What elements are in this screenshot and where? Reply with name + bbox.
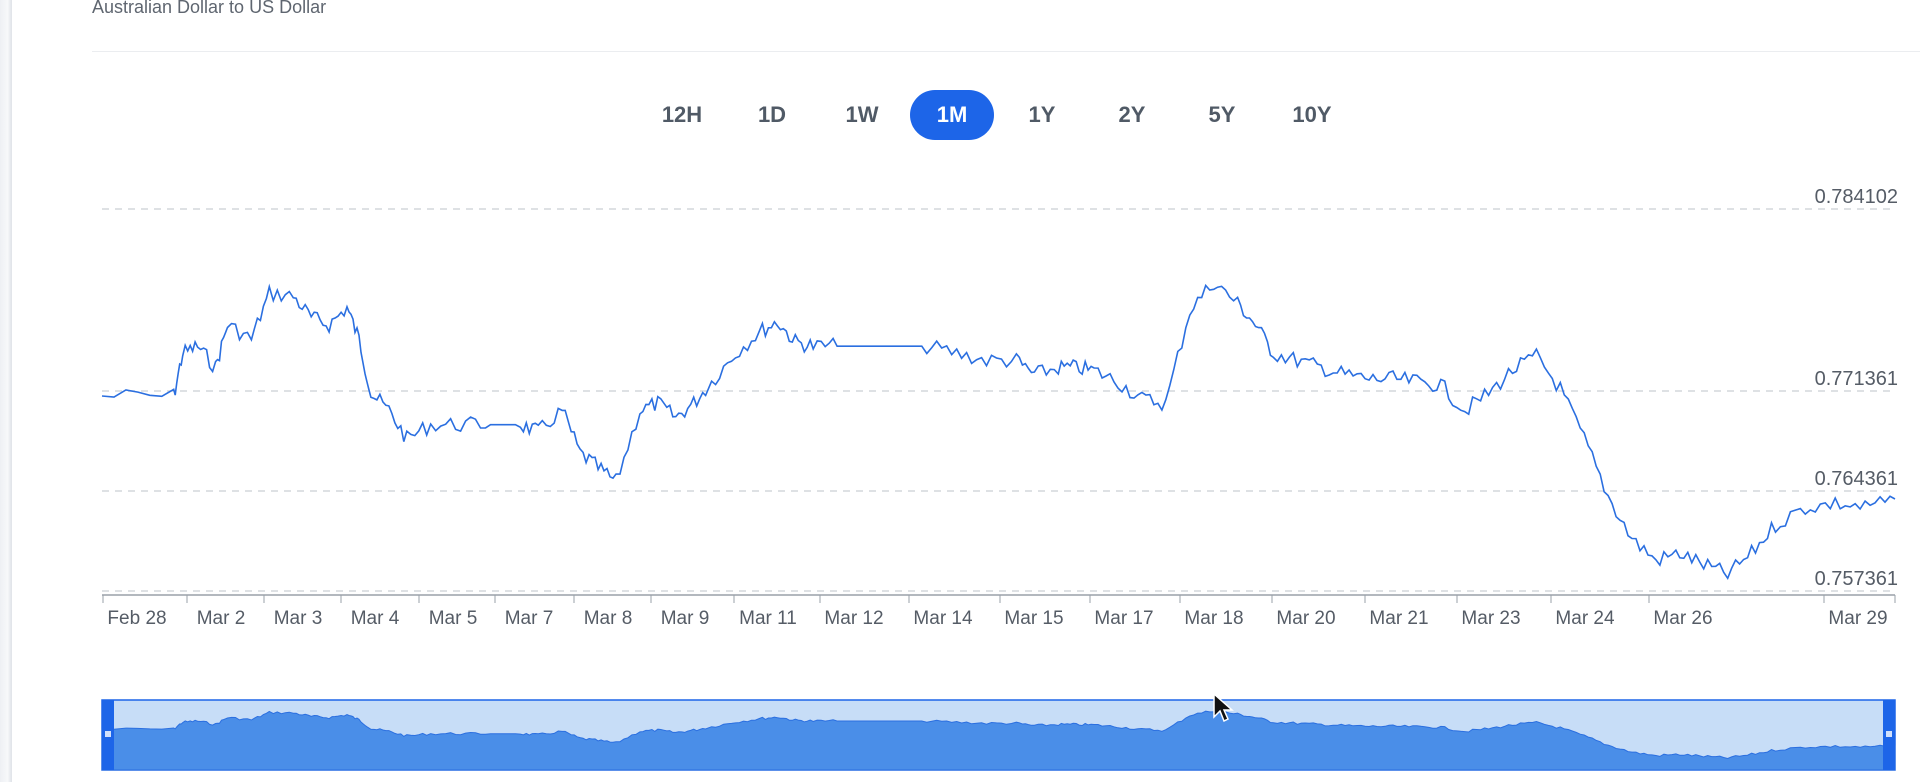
x-tick-label: Mar 29 (1828, 608, 1887, 629)
x-tick-label: Mar 20 (1276, 608, 1335, 629)
y-tick-label: 0.764361 (1815, 468, 1898, 490)
y-tick-label: 0.771361 (1815, 368, 1898, 390)
range-button-1w[interactable]: 1W (845, 102, 879, 127)
x-tick-label: Mar 7 (505, 608, 554, 629)
navigator-area (101, 710, 1896, 771)
mouse-cursor-icon (1213, 693, 1234, 723)
x-tick-label: Mar 15 (1004, 608, 1063, 629)
x-tick-label: Feb 28 (107, 608, 166, 629)
x-tick-label: Mar 12 (824, 608, 883, 629)
series-line-aud-usd (101, 283, 1896, 581)
range-selector: 12H 1D 1W 1M 1Y 2Y 5Y 10Y (640, 90, 1360, 140)
divider (92, 51, 1920, 52)
x-tick-label: Mar 23 (1461, 608, 1520, 629)
x-tick-label: Mar 24 (1555, 608, 1615, 629)
range-button-2y[interactable]: 2Y (1118, 102, 1146, 127)
x-tick-label: Mar 14 (913, 608, 973, 629)
x-tick-label: Mar 3 (274, 608, 323, 629)
chart-subtitle: Australian Dollar to US Dollar (92, 0, 327, 17)
x-tick-label: Mar 18 (1184, 608, 1243, 629)
x-tick-label: Mar 11 (739, 608, 797, 629)
x-tick-label: Mar 21 (1369, 608, 1428, 629)
range-button-1m[interactable]: 1M (910, 90, 994, 140)
range-button-1y[interactable]: 1Y (1028, 102, 1056, 127)
x-tick-label: Mar 4 (351, 608, 400, 629)
window-edge (0, 0, 12, 782)
y-tick-label: 0.757361 (1815, 568, 1898, 590)
x-tick-label: Mar 2 (197, 608, 246, 629)
x-tick-label: Mar 5 (429, 608, 478, 629)
range-button-5y[interactable]: 5Y (1208, 102, 1236, 127)
x-tick-label: Mar 17 (1094, 608, 1153, 629)
navigator-grip-left (105, 731, 111, 737)
x-tick-label: Mar 8 (584, 608, 633, 629)
range-button-12h[interactable]: 12H (661, 102, 703, 127)
y-tick-label: 0.784102 (1815, 186, 1898, 208)
x-tick-label: Mar 26 (1653, 608, 1712, 629)
x-tick-label: Mar 9 (661, 608, 710, 629)
range-button-1d[interactable]: 1D (757, 102, 787, 127)
navigator-grip-right (1886, 731, 1892, 737)
range-button-10y[interactable]: 10Y (1292, 102, 1332, 127)
